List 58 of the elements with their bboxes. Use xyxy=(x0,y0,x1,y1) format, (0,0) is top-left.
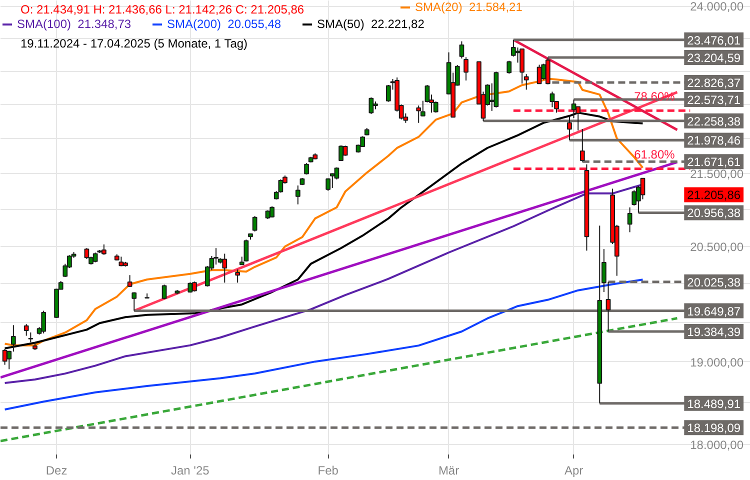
annotation: 18.198,09 xyxy=(687,421,741,436)
y-tick-label: 18.000,00 xyxy=(690,438,744,452)
candlestick xyxy=(41,310,46,334)
candlestick xyxy=(524,74,529,90)
candlestick xyxy=(235,268,240,284)
x-tick-label: Dez xyxy=(46,464,68,478)
candlestick xyxy=(304,162,309,175)
annotation: O: 21.434,91 H: 21.436,66 L: 21.142,26 C: 21.205,86 xyxy=(20,2,304,16)
candlestick xyxy=(326,178,331,192)
x-tick-label: Feb xyxy=(318,464,339,478)
annotation: 21.205,86 xyxy=(687,188,741,202)
annotation: 19.649,87 xyxy=(687,304,741,318)
candlestick xyxy=(545,57,550,85)
annotation: 23.204,59 xyxy=(687,51,741,66)
candlestick xyxy=(127,274,132,288)
annotation: 61.80% xyxy=(634,148,676,162)
candlestick xyxy=(222,253,228,284)
candlestick xyxy=(162,284,167,300)
annotation: 22.826,37 xyxy=(687,76,741,90)
candlestick xyxy=(92,252,98,263)
candlestick xyxy=(132,292,137,312)
candlestick xyxy=(464,56,468,82)
candlestick xyxy=(368,96,374,114)
y-tick-label: 19.000,00 xyxy=(690,355,744,370)
annotation: 18.489,91 xyxy=(687,396,741,411)
annotation: 21.978,46 xyxy=(687,134,741,148)
candlestick xyxy=(416,105,422,124)
candlestick xyxy=(541,63,546,80)
annotation: 20.956,38 xyxy=(687,206,741,220)
candlestick xyxy=(24,324,29,336)
legend-label: SMA(100) 21.348,73 xyxy=(17,17,132,31)
x-tick-label: Mär xyxy=(438,464,460,478)
y-tick-label: 24.000,00 xyxy=(690,0,744,14)
x-tick-label: Jan '25 xyxy=(170,464,210,478)
candlestick xyxy=(580,128,585,162)
candlestick xyxy=(28,332,34,343)
annotation: 22.573,71 xyxy=(687,93,741,108)
y-tick-label: 21.500,00 xyxy=(690,167,744,182)
candlestick xyxy=(567,116,572,141)
candlestick xyxy=(252,216,258,232)
line-series xyxy=(4,278,644,411)
annotation: 19.11.2024 - 17.04.2025 (5 Monate, 1 Tag) xyxy=(20,36,248,50)
candlestick xyxy=(295,184,300,205)
legend-label: SMA(50) 22.221,82 xyxy=(317,17,424,31)
candlestick xyxy=(506,60,512,74)
candlestick xyxy=(550,91,555,108)
candlestick xyxy=(244,239,249,262)
annotation: 22.258,38 xyxy=(687,114,741,128)
legend-label: SMA(20) 21.584,21 xyxy=(415,0,522,14)
y-tick-label: 20.500,00 xyxy=(690,240,744,254)
candlestick xyxy=(627,206,632,233)
legend-label: SMA(200) 20.055,48 xyxy=(167,17,282,31)
annotation: 19.384,39 xyxy=(687,324,741,339)
annotation: 21.671,61 xyxy=(687,155,741,170)
annotation: 23.476,01 xyxy=(687,33,741,48)
x-tick-label: Apr xyxy=(564,464,584,478)
candlestick xyxy=(459,40,464,59)
annotation: 20.025,38 xyxy=(687,275,741,290)
